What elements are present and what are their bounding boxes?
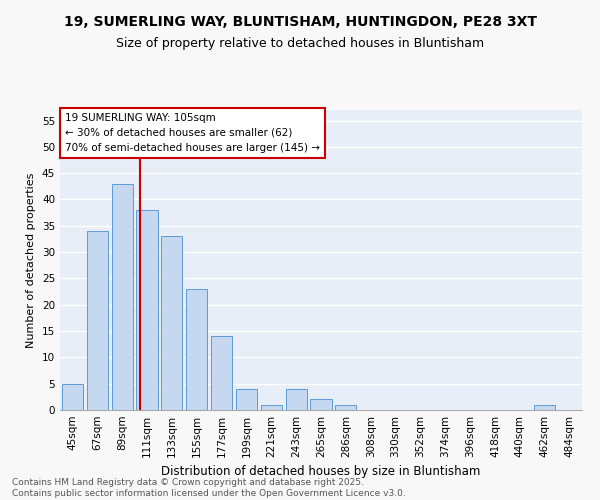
Text: Contains HM Land Registry data © Crown copyright and database right 2025.
Contai: Contains HM Land Registry data © Crown c… <box>12 478 406 498</box>
Bar <box>236 389 257 410</box>
Bar <box>186 289 207 410</box>
Text: 19 SUMERLING WAY: 105sqm
← 30% of detached houses are smaller (62)
70% of semi-d: 19 SUMERLING WAY: 105sqm ← 30% of detach… <box>65 113 320 152</box>
Bar <box>211 336 232 410</box>
Bar <box>136 210 158 410</box>
Text: Size of property relative to detached houses in Bluntisham: Size of property relative to detached ho… <box>116 38 484 51</box>
Bar <box>286 389 307 410</box>
Bar <box>261 404 282 410</box>
Bar <box>534 404 555 410</box>
Bar <box>62 384 83 410</box>
Y-axis label: Number of detached properties: Number of detached properties <box>26 172 37 348</box>
Bar <box>112 184 133 410</box>
Bar <box>335 404 356 410</box>
Bar <box>87 231 108 410</box>
Text: 19, SUMERLING WAY, BLUNTISHAM, HUNTINGDON, PE28 3XT: 19, SUMERLING WAY, BLUNTISHAM, HUNTINGDO… <box>64 15 536 29</box>
X-axis label: Distribution of detached houses by size in Bluntisham: Distribution of detached houses by size … <box>161 466 481 478</box>
Bar <box>310 400 332 410</box>
Bar <box>161 236 182 410</box>
